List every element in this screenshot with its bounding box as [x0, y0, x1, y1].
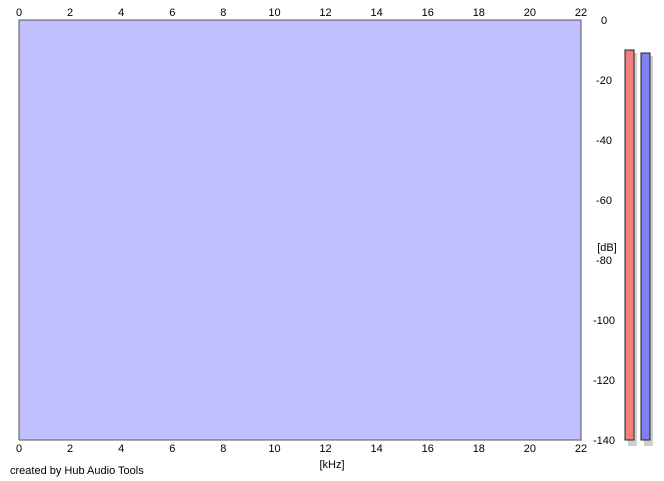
y-tick-label: -80: [596, 255, 612, 267]
plot-frame: [18, 19, 582, 441]
x-tick-label-bottom: 14: [371, 443, 383, 455]
x-tick-label-bottom: 0: [16, 443, 22, 455]
level-meters: [624, 49, 653, 446]
spectrum-fill-area: [19, 20, 581, 440]
x-tick-label-bottom: 10: [268, 443, 280, 455]
x-tick-label-top: 20: [524, 7, 536, 19]
x-tick-label-bottom: 18: [473, 443, 485, 455]
x-tick-label-bottom: 6: [169, 443, 175, 455]
x-tick-label-bottom: 2: [67, 443, 73, 455]
y-tick-label: -120: [593, 375, 615, 387]
x-tick-label-top: 6: [169, 7, 175, 19]
x-tick-label-bottom: 12: [319, 443, 331, 455]
x-tick-label-top: 8: [220, 7, 226, 19]
x-tick-label-top: 16: [422, 7, 434, 19]
x-tick-label-bottom: 4: [118, 443, 124, 455]
y-tick-label: -140: [593, 435, 615, 447]
y-tick-label: -20: [596, 75, 612, 87]
x-tick-label-top: 22: [575, 7, 587, 19]
x-ticks-bottom: 0 2 4 6 8 10 12 14 16 18 20 22: [16, 443, 587, 455]
y-tick-label: -40: [596, 135, 612, 147]
x-tick-label-top: 12: [319, 7, 331, 19]
x-tick-label-bottom: 20: [524, 443, 536, 455]
x-ticks-top: 0 2 4 6 8 10 12 14 16 18 20 22: [16, 7, 587, 19]
y-axis-label: [dB]: [597, 242, 617, 254]
x-tick-label-top: 10: [268, 7, 280, 19]
level-meter-right: [640, 52, 651, 441]
level-meter-left: [624, 49, 635, 441]
x-tick-label-top: 14: [371, 7, 383, 19]
y-ticks: 0 -20 -40 -60 -80 -100 -120 -140: [593, 15, 615, 447]
x-tick-label-top: 18: [473, 7, 485, 19]
x-tick-label-bottom: 22: [575, 443, 587, 455]
x-tick-label-top: 4: [118, 7, 124, 19]
x-tick-label-bottom: 8: [220, 443, 226, 455]
y-tick-label: -60: [596, 195, 612, 207]
credit-text: created by Hub Audio Tools: [10, 465, 144, 477]
x-tick-label-bottom: 16: [422, 443, 434, 455]
y-tick-label: 0: [601, 15, 607, 27]
y-tick-label: -100: [593, 315, 615, 327]
x-tick-label-top: 0: [16, 7, 22, 19]
x-tick-label-top: 2: [67, 7, 73, 19]
x-axis-label: [kHz]: [319, 459, 344, 471]
